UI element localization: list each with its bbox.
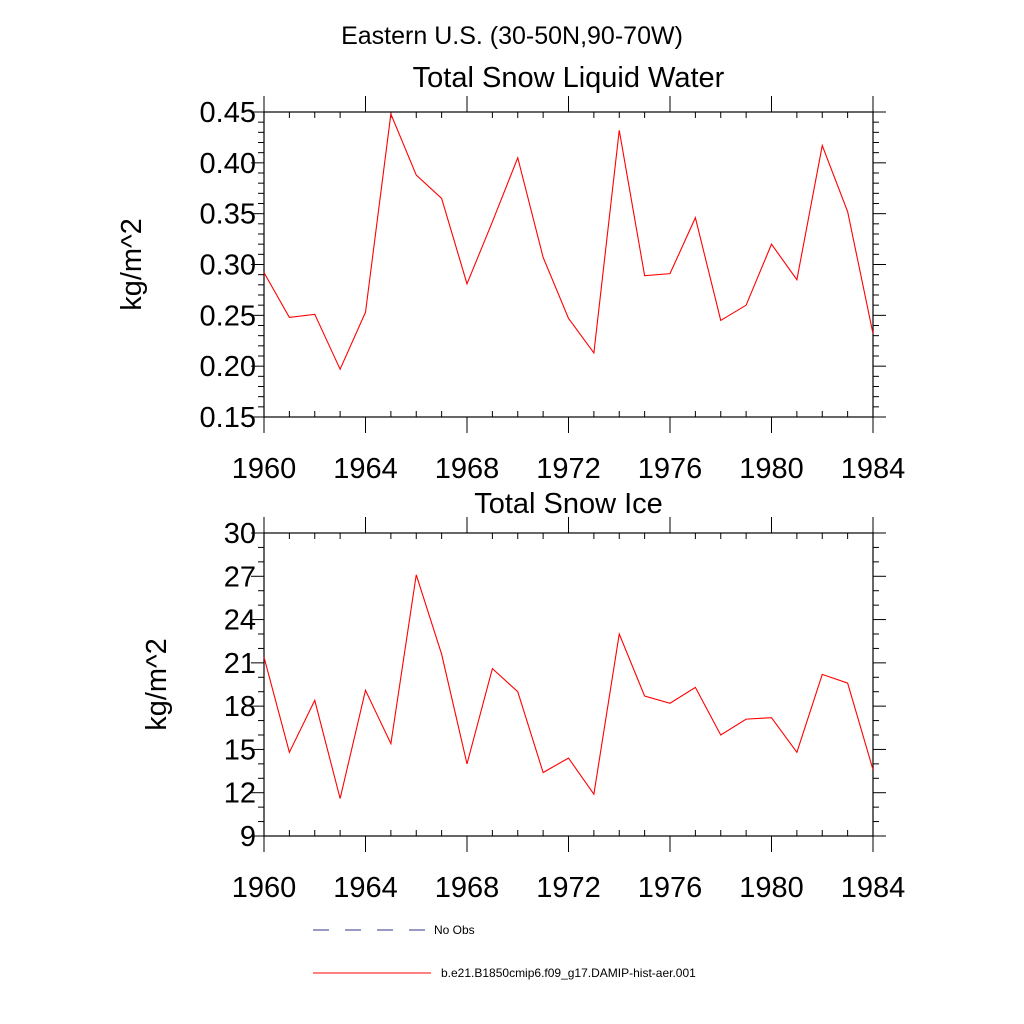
- y-tick-label: 0.40: [200, 148, 256, 180]
- legend: No Obs b.e21.B1850cmip6.f09_g17.DAMIP-hi…: [313, 923, 696, 980]
- y-tick-label: 0.15: [200, 402, 256, 434]
- y-tick-label: 0.35: [200, 199, 256, 231]
- y-axis-label: kg/m^2: [116, 218, 148, 311]
- y-tick-label: 18: [224, 691, 256, 723]
- y-tick-label: 0.20: [200, 351, 256, 383]
- y-tick-label: 0.25: [200, 300, 256, 332]
- legend-label-model: b.e21.B1850cmip6.f09_g17.DAMIP-hist-aer.…: [441, 966, 696, 980]
- series-line-0: [263, 574, 874, 799]
- y-tick-label: 15: [224, 734, 256, 766]
- chart-title: Total Snow Ice: [474, 488, 663, 520]
- chart-panel-snow-ice: Total Snow Ice kg/m^2 9 12 15 18 21 24 27 30 1960 1…: [141, 488, 905, 904]
- y-tick-label: 9: [240, 821, 256, 853]
- chart-panel-liquid-water: Total Snow Liquid Water kg/m^2 0.15 0.20 0.2…: [116, 62, 905, 485]
- x-tick-label: 1968: [435, 872, 500, 904]
- x-tick-label: 1968: [435, 453, 500, 485]
- plot-frame: [263, 532, 874, 837]
- plot-frame: [263, 111, 874, 418]
- y-tick-label: 27: [224, 561, 256, 593]
- y-tick-label: 0.45: [200, 97, 256, 129]
- x-tick-label: 1980: [739, 453, 804, 485]
- x-tick-label: 1960: [232, 453, 297, 485]
- y-tick-label: 30: [224, 518, 256, 550]
- x-tick-label: 1984: [841, 453, 906, 485]
- x-tick-label: 1964: [333, 453, 398, 485]
- x-tick-label: 1972: [536, 453, 601, 485]
- y-axis-label: kg/m^2: [141, 638, 173, 731]
- x-tick-label: 1972: [536, 872, 601, 904]
- x-tick-label: 1976: [638, 453, 703, 485]
- y-tick-label: 21: [224, 648, 256, 680]
- series-line-0: [263, 111, 874, 371]
- x-tick-label: 1964: [333, 872, 398, 904]
- x-tick-label: 1984: [841, 872, 906, 904]
- y-tick-label: 12: [224, 778, 256, 810]
- y-tick-label: 24: [224, 605, 256, 637]
- x-tick-label: 1960: [232, 872, 297, 904]
- chart-title: Total Snow Liquid Water: [413, 62, 725, 94]
- x-tick-label: 1980: [739, 872, 804, 904]
- legend-label-no-obs: No Obs: [434, 923, 475, 937]
- x-tick-label: 1976: [638, 872, 703, 904]
- figure-suptitle: Eastern U.S. (30-50N,90-70W): [341, 22, 683, 50]
- y-tick-label: 0.30: [200, 250, 256, 282]
